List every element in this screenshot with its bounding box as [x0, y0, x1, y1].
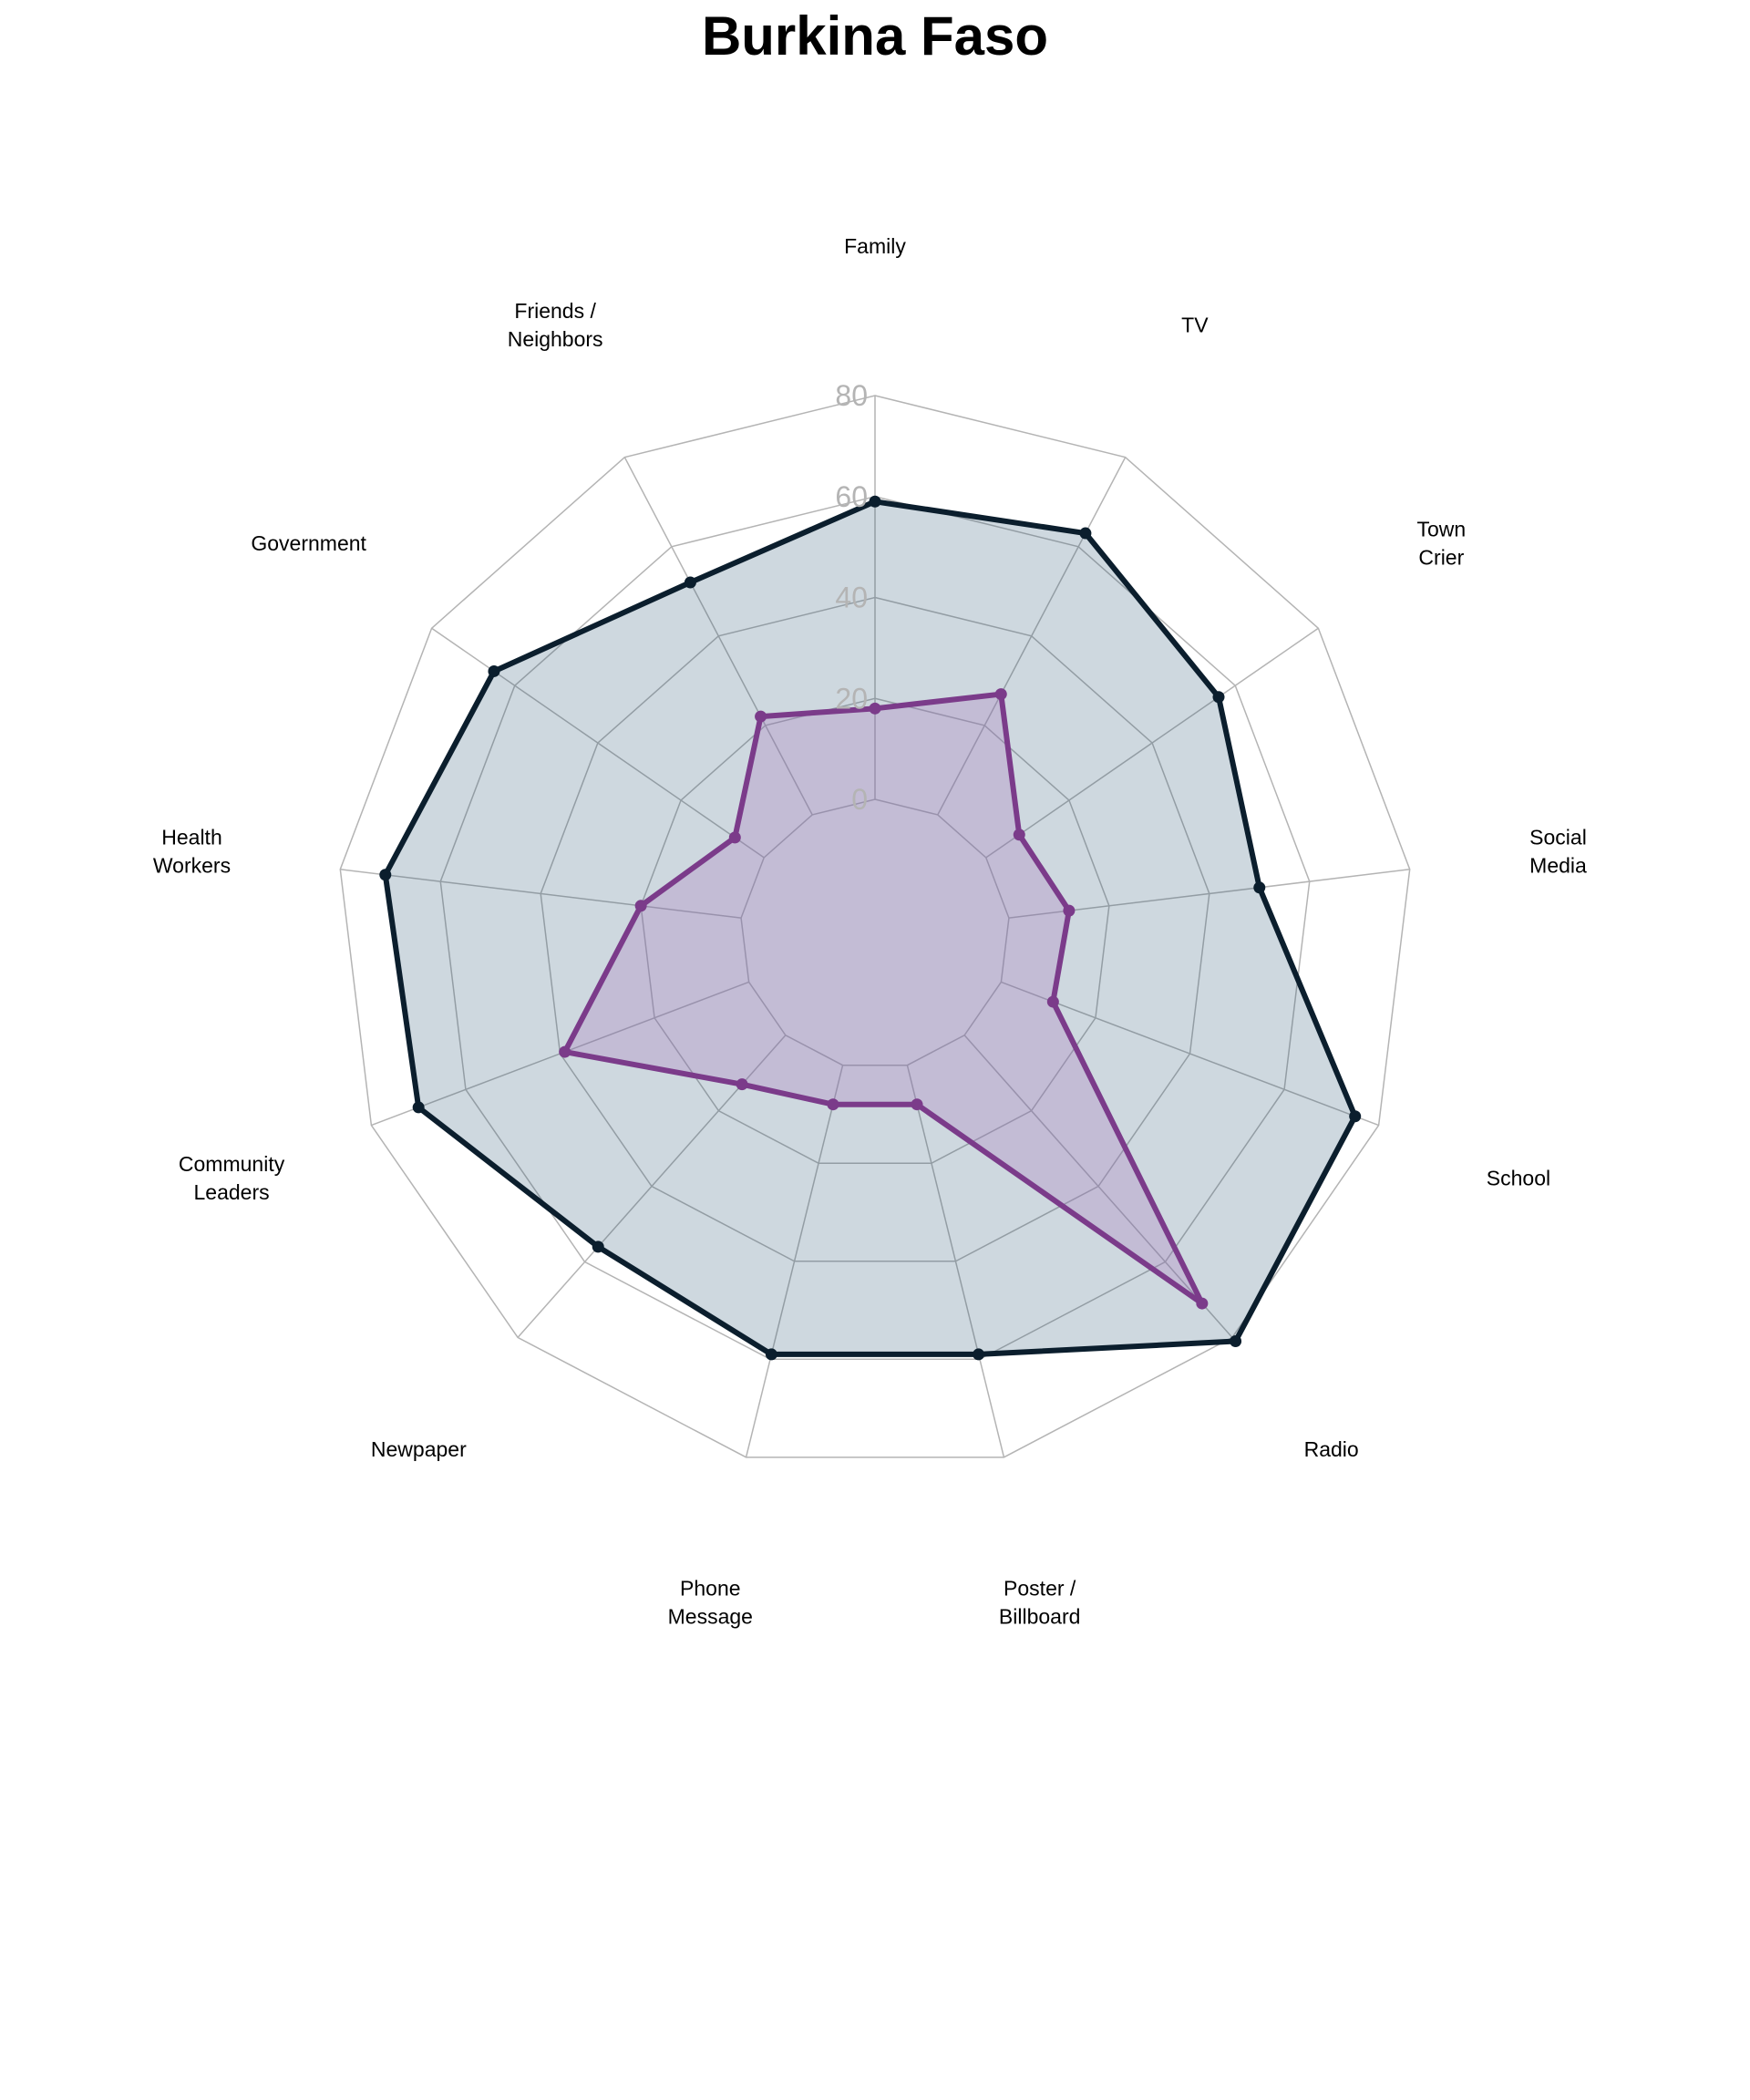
series-line — [561, 691, 1205, 1307]
category-label: Health Workers — [153, 825, 231, 877]
grid-spoke — [623, 457, 813, 816]
grid-ring — [640, 697, 1110, 1164]
tick-label: 0 — [851, 783, 868, 816]
grid-spoke — [340, 869, 742, 919]
series-point — [869, 702, 881, 715]
grid-ring — [339, 395, 1411, 1458]
series-point — [412, 1101, 425, 1114]
grid-spoke — [937, 457, 1127, 816]
series-point — [1230, 1335, 1242, 1348]
series-point — [592, 1240, 604, 1253]
category-label: Family — [844, 234, 906, 258]
series-point — [765, 1348, 777, 1361]
category-label: Town Crier — [1417, 518, 1467, 570]
grid-ring — [540, 596, 1210, 1262]
series-point — [728, 831, 741, 844]
category-label: Poster / Billboard — [999, 1577, 1081, 1629]
series-area — [385, 501, 1355, 1354]
grid-ring — [740, 798, 1010, 1066]
series-point — [869, 495, 881, 508]
category-label: Phone Message — [668, 1577, 753, 1629]
series-0 — [379, 495, 1362, 1361]
series-point — [994, 688, 1007, 701]
category-labels: Family TV Town Crier Social Media School Radio P… — [153, 234, 1587, 1629]
series-point — [1212, 691, 1225, 704]
category-label: Friends / Neighbors — [508, 299, 603, 351]
radial-tick-labels: 0 20 40 60 80 — [835, 379, 868, 816]
series-point — [827, 1098, 839, 1111]
series-point — [1196, 1297, 1209, 1310]
chart-title: Burkina Faso — [702, 5, 1048, 67]
grid-spoke — [745, 1065, 844, 1458]
series-point — [488, 664, 500, 677]
series-point — [684, 576, 696, 589]
grid-spoke — [906, 1065, 1005, 1458]
series-point — [1079, 527, 1092, 540]
grid-spoke — [985, 627, 1319, 859]
series-point — [379, 869, 392, 881]
tick-label: 20 — [835, 682, 868, 715]
series-point — [1253, 881, 1266, 894]
grid-ring — [439, 495, 1311, 1361]
grid-spoke — [963, 1035, 1233, 1338]
series-point — [736, 1078, 748, 1091]
category-label: Radio — [1304, 1437, 1359, 1461]
category-label: Newpaper — [371, 1437, 467, 1461]
series-layer — [379, 495, 1362, 1361]
grid — [339, 395, 1411, 1458]
series-point — [634, 900, 647, 912]
grid-spoke — [431, 627, 765, 859]
series-point — [1013, 829, 1025, 841]
category-label: TV — [1181, 313, 1209, 336]
tick-label: 60 — [835, 480, 868, 513]
series-point — [911, 1098, 923, 1111]
grid-spoke — [1001, 981, 1379, 1127]
series-point — [1046, 995, 1059, 1008]
series-point — [973, 1348, 985, 1361]
category-label: Government — [251, 531, 366, 555]
series-point — [1349, 1110, 1362, 1123]
category-label: Community Leaders — [179, 1152, 285, 1204]
series-point — [755, 710, 767, 723]
grid-spoke — [1008, 869, 1410, 919]
tick-label: 80 — [835, 379, 868, 412]
category-label: Social Media — [1529, 825, 1587, 877]
series-1 — [559, 688, 1209, 1310]
tick-label: 40 — [835, 582, 868, 614]
category-label: School — [1487, 1167, 1550, 1190]
series-point — [559, 1045, 571, 1058]
series-point — [1063, 904, 1076, 917]
series-line — [382, 499, 1358, 1357]
